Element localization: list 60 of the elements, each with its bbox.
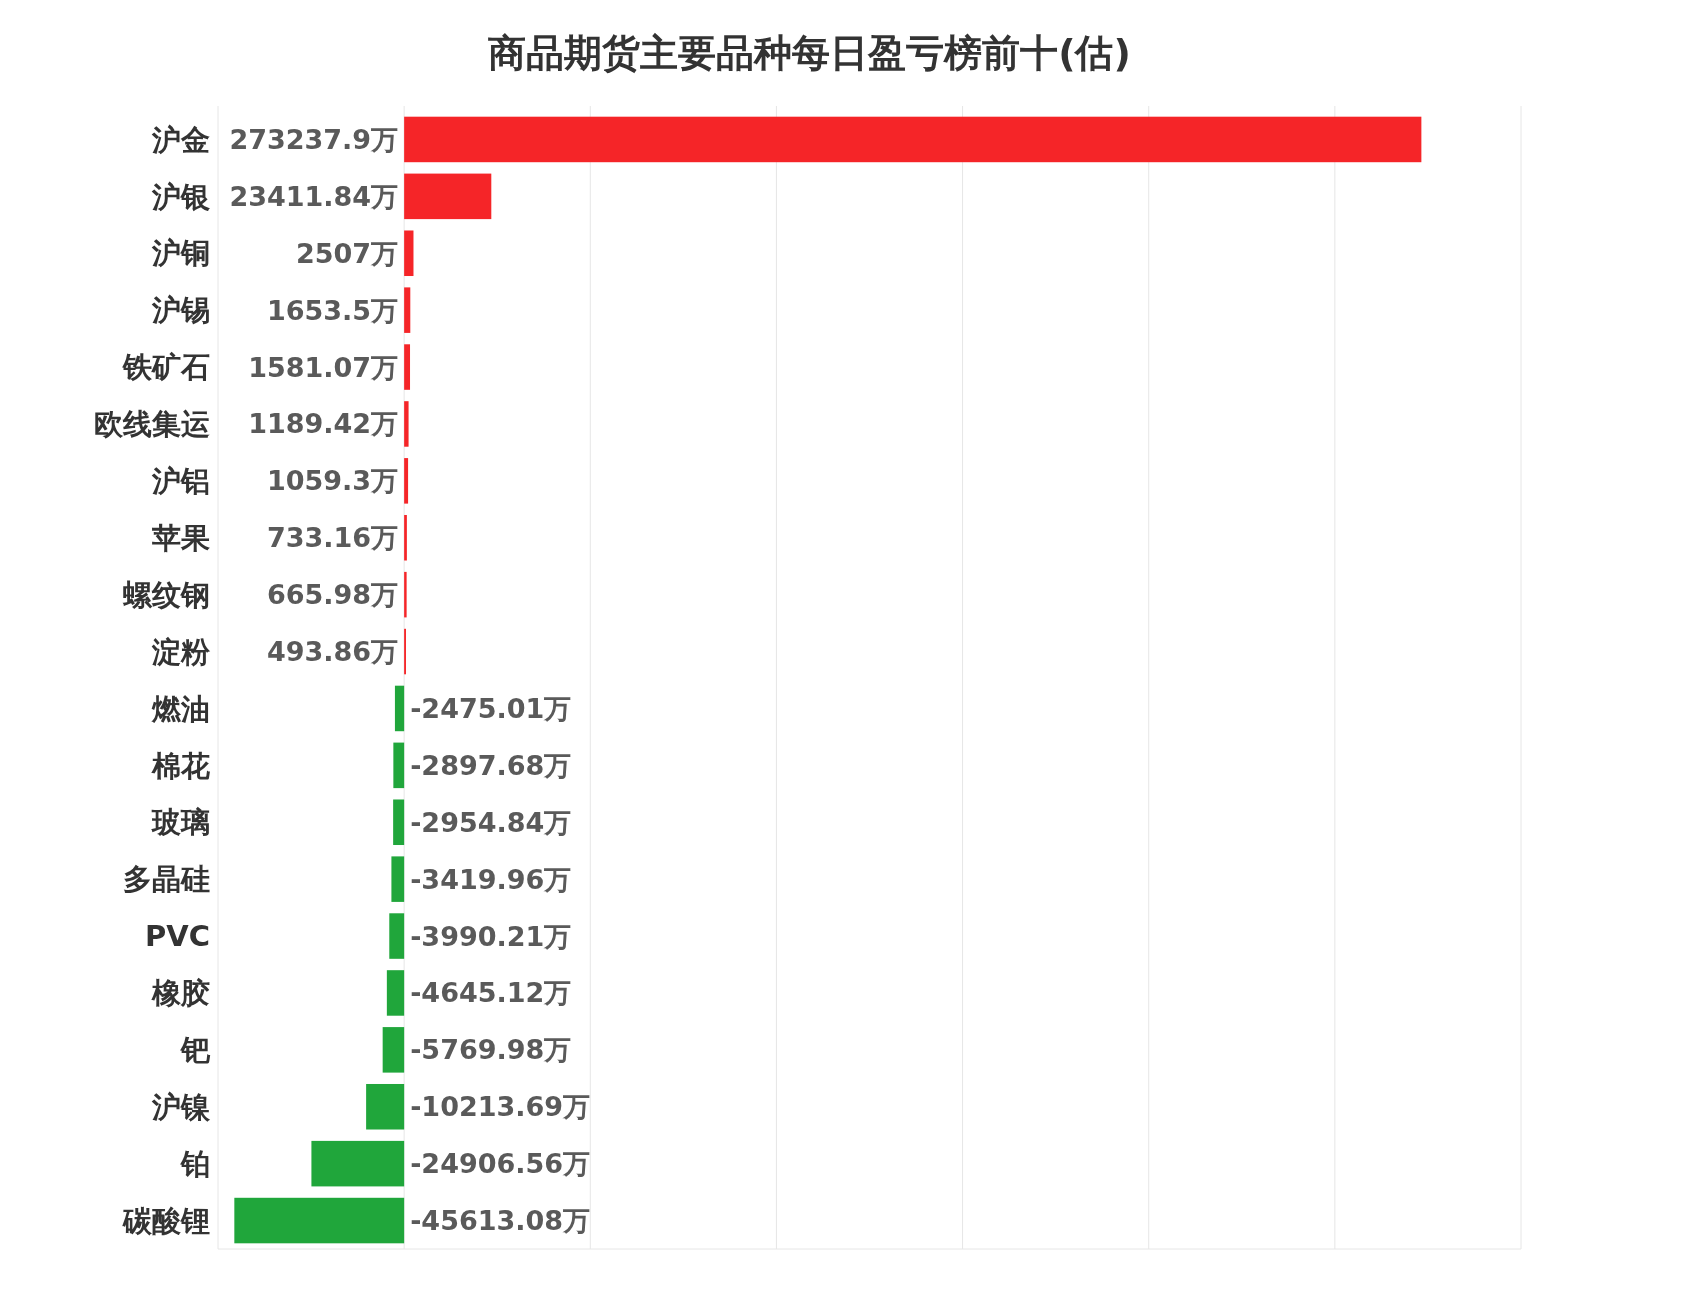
bar <box>404 571 407 618</box>
y-tick-label: 苹果 <box>151 520 210 555</box>
y-tick-label: 淀粉 <box>151 634 211 669</box>
bar <box>366 1083 405 1130</box>
y-tick-label: 橡胶 <box>151 976 210 1011</box>
data-label: -3419.96万 <box>410 863 572 895</box>
chart-title: 商品期货主要品种每日盈亏榜前十(估) <box>488 31 1131 75</box>
y-tick-label: 玻璃 <box>151 805 210 840</box>
data-label: -24906.56万 <box>410 1148 591 1180</box>
data-label: 23411.84万 <box>229 180 399 212</box>
y-tick-label: 沪铜 <box>151 236 210 271</box>
data-label: -3990.21万 <box>410 920 572 952</box>
data-label: 1581.07万 <box>248 351 399 383</box>
data-label: 665.98万 <box>266 579 399 611</box>
y-tick-label: 多晶硅 <box>123 862 210 897</box>
bar <box>394 685 405 732</box>
y-tick-label: 欧线集运 <box>94 407 210 442</box>
y-tick-label: 燃油 <box>151 691 210 726</box>
data-label: 733.16万 <box>266 522 399 554</box>
bar <box>404 173 492 220</box>
y-tick-label: 钯 <box>180 1033 211 1067</box>
data-label: -10213.69万 <box>410 1091 591 1123</box>
data-label: -2897.68万 <box>410 749 572 781</box>
data-label: -2954.84万 <box>410 806 572 838</box>
data-label: -2475.01万 <box>410 692 572 724</box>
y-tick-label: 沪镍 <box>151 1089 211 1124</box>
bar <box>393 742 405 789</box>
y-tick-label: 沪银 <box>151 179 210 214</box>
bar <box>404 230 414 277</box>
bar <box>311 1140 405 1187</box>
bar <box>234 1197 405 1244</box>
bar <box>386 970 405 1016</box>
y-tick-label: 沪铝 <box>151 464 210 498</box>
bar <box>404 344 411 390</box>
y-tick-label: 螺纹钢 <box>122 577 210 612</box>
data-label: 273237.9万 <box>229 123 399 155</box>
data-label: 493.86万 <box>266 636 399 667</box>
data-label: 1189.42万 <box>248 408 399 440</box>
data-label: 2507万 <box>295 237 399 269</box>
bar <box>382 1027 405 1073</box>
y-tick-label: 沪金 <box>151 122 210 157</box>
y-tick-label: 铁矿石 <box>122 350 210 385</box>
y-tick-label: 沪锡 <box>151 293 210 328</box>
data-label: -4645.12万 <box>410 977 572 1009</box>
bar <box>389 913 405 959</box>
y-tick-label: 铂 <box>180 1146 210 1181</box>
y-tick-label: 棉花 <box>151 748 210 783</box>
y-tick-label: PVC <box>145 919 210 954</box>
data-label: 1653.5万 <box>266 294 399 326</box>
bar <box>391 856 405 902</box>
y-tick-label: 碳酸锂 <box>122 1203 210 1238</box>
bar <box>404 116 1422 163</box>
bar <box>404 514 407 561</box>
bar <box>404 401 409 447</box>
data-label: 1059.3万 <box>266 465 399 497</box>
data-label: -5769.98万 <box>410 1034 572 1066</box>
bar <box>404 287 411 333</box>
bar <box>393 799 405 846</box>
data-label: -45613.08万 <box>410 1205 591 1236</box>
bar <box>404 458 409 504</box>
